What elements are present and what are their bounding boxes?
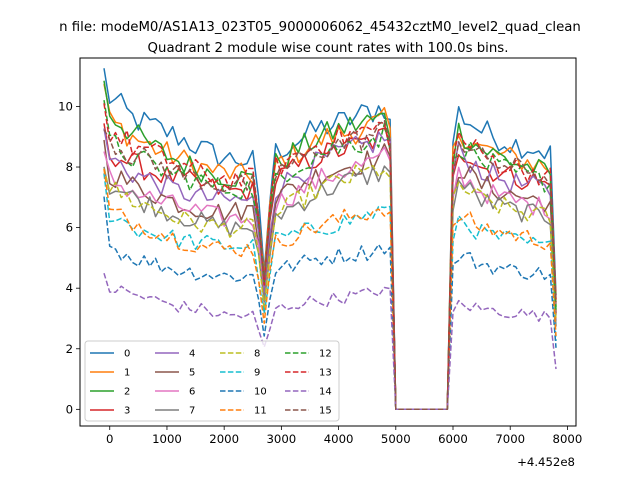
y-tick-label: 8 [66, 160, 73, 174]
series-line-6 [103, 146, 557, 411]
axes-frame [79, 57, 577, 427]
legend-label-12: 12 [319, 349, 332, 360]
legend-label-14: 14 [319, 387, 332, 398]
chart-title: Quadrant 2 module wise count rates with … [148, 41, 509, 56]
series-line-1 [103, 83, 557, 411]
series-line-5 [103, 139, 557, 411]
legend-label-8: 8 [254, 349, 260, 360]
x-offset-label: +4.452e8 [517, 455, 575, 469]
y-tick-label: 4 [66, 281, 73, 295]
legend-label-4: 4 [189, 349, 195, 360]
legend-label-1: 1 [124, 368, 130, 379]
series-line-9 [103, 173, 557, 411]
legend-label-13: 13 [319, 368, 332, 379]
legend-label-10: 10 [254, 387, 267, 398]
series-line-15 [103, 119, 557, 411]
legend-label-0: 0 [124, 349, 130, 360]
x-tick-label: 8000 [553, 432, 583, 446]
chart-suptitle: n file: modeM0/AS1A13_023T05_9000006062_… [59, 20, 581, 35]
x-tick-label: 1000 [152, 432, 182, 446]
x-axis: 0 1000 2000 3000 4000 5000 6000 7000 8000 [106, 426, 582, 446]
legend-label-7: 7 [189, 406, 195, 417]
series-line-10 [103, 196, 557, 411]
legend-label-3: 3 [124, 406, 130, 417]
y-tick-label: 2 [66, 342, 73, 356]
series-line-8 [103, 164, 557, 411]
series-line-2 [103, 80, 557, 411]
series-line-11 [103, 168, 557, 411]
legend-box [84, 340, 340, 422]
legend-label-2: 2 [124, 387, 130, 398]
x-tick-label: 4000 [324, 432, 354, 446]
series-line-14 [103, 272, 557, 411]
y-tick-label: 0 [66, 402, 73, 416]
legend-label-11: 11 [254, 406, 267, 417]
legend-label-6: 6 [189, 387, 195, 398]
x-tick-label: 3000 [266, 432, 296, 446]
y-axis: 0 2 4 6 8 10 [58, 99, 80, 416]
y-tick-label: 6 [66, 221, 73, 235]
x-tick-label: 0 [106, 432, 113, 446]
legend-label-5: 5 [189, 368, 195, 379]
x-tick-label: 5000 [381, 432, 411, 446]
y-tick-label: 10 [58, 99, 73, 113]
x-tick-label: 7000 [495, 432, 525, 446]
legend-label-9: 9 [254, 368, 260, 379]
legend-label-15: 15 [319, 406, 332, 417]
series-line-3 [103, 123, 557, 411]
series-line-4 [103, 128, 557, 411]
x-tick-label: 6000 [438, 432, 468, 446]
plot-lines [103, 68, 557, 411]
x-tick-label: 2000 [209, 432, 239, 446]
